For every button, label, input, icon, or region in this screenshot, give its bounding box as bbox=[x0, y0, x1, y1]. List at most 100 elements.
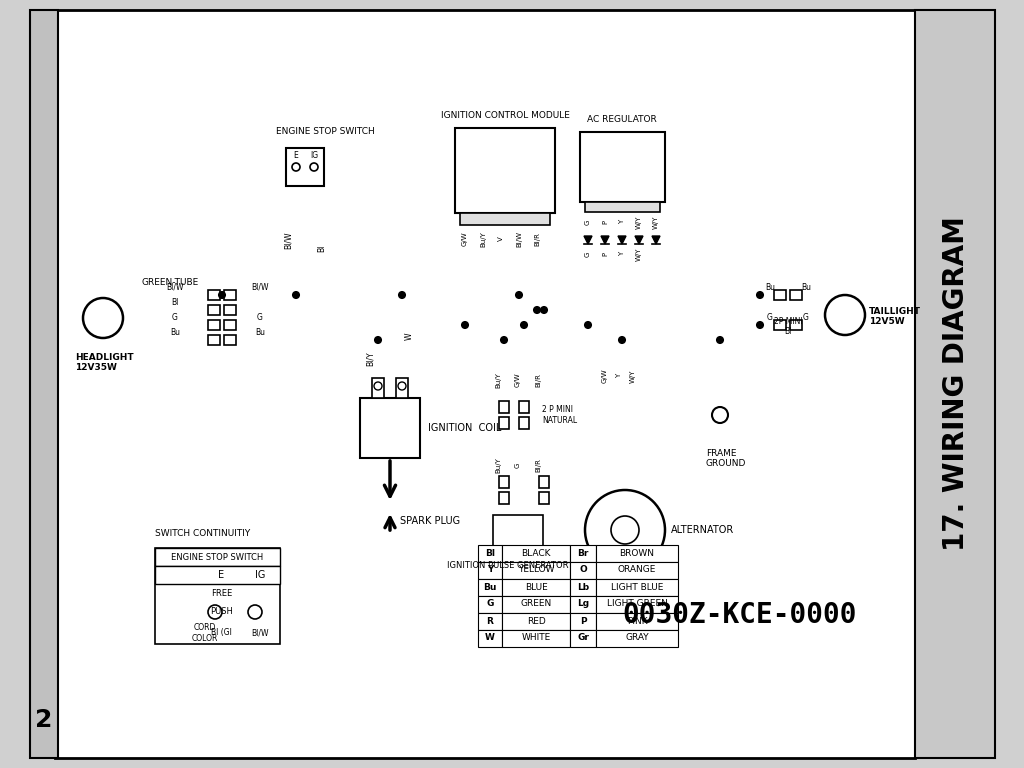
Text: Bu: Bu bbox=[255, 328, 265, 337]
Text: Bl: Bl bbox=[485, 548, 495, 558]
Text: O: O bbox=[580, 565, 587, 574]
Text: SWITCH CONTINUITIY: SWITCH CONTINUITIY bbox=[155, 529, 250, 538]
Bar bbox=[478, 613, 502, 630]
Text: FREE: FREE bbox=[211, 588, 232, 598]
Polygon shape bbox=[618, 236, 626, 244]
Text: Bl: Bl bbox=[171, 298, 178, 307]
Circle shape bbox=[208, 605, 222, 619]
Text: Lg: Lg bbox=[577, 600, 589, 608]
Text: SPARK PLUG: SPARK PLUG bbox=[400, 516, 460, 526]
Text: W/Y: W/Y bbox=[636, 247, 642, 261]
Text: 2 P MINI
NATURAL: 2 P MINI NATURAL bbox=[542, 406, 578, 425]
Text: G: G bbox=[767, 313, 773, 322]
Circle shape bbox=[712, 407, 728, 423]
Text: BLACK: BLACK bbox=[521, 548, 551, 558]
Polygon shape bbox=[601, 236, 609, 244]
Text: Y: Y bbox=[618, 252, 625, 256]
Bar bbox=[460, 213, 550, 225]
Bar bbox=[155, 548, 280, 566]
Bar bbox=[585, 202, 660, 212]
Text: WHITE: WHITE bbox=[521, 634, 551, 643]
Text: ENGINE STOP SWITCH: ENGINE STOP SWITCH bbox=[276, 127, 375, 136]
Text: 0030Z-KCE-0000: 0030Z-KCE-0000 bbox=[623, 601, 857, 629]
Text: P: P bbox=[580, 617, 587, 625]
Bar bbox=[224, 290, 236, 300]
Text: Br: Br bbox=[578, 548, 589, 558]
Text: Bl/R: Bl/R bbox=[535, 458, 541, 472]
Bar bbox=[502, 596, 570, 613]
Bar bbox=[478, 630, 502, 647]
Text: G: G bbox=[585, 251, 591, 257]
Text: RED: RED bbox=[526, 617, 546, 625]
Text: Bl/W: Bl/W bbox=[284, 231, 293, 249]
Text: Bu: Bu bbox=[170, 328, 180, 337]
Text: PINK: PINK bbox=[627, 617, 647, 625]
Bar bbox=[360, 398, 420, 458]
Bar bbox=[774, 290, 786, 300]
Text: 17. WIRING DIAGRAM: 17. WIRING DIAGRAM bbox=[942, 217, 970, 551]
Text: IG: IG bbox=[255, 570, 265, 580]
Bar bbox=[502, 545, 570, 562]
Circle shape bbox=[375, 337, 381, 343]
Text: HEADLIGHT
12V35W: HEADLIGHT 12V35W bbox=[75, 353, 133, 372]
Bar bbox=[499, 401, 509, 413]
Circle shape bbox=[501, 337, 507, 343]
Bar bbox=[596, 545, 678, 562]
Bar bbox=[519, 401, 529, 413]
Bar bbox=[208, 290, 220, 300]
Bar bbox=[493, 515, 543, 555]
Text: W/Y: W/Y bbox=[653, 215, 659, 229]
Circle shape bbox=[534, 307, 540, 313]
Text: Bl/W: Bl/W bbox=[166, 283, 183, 292]
Text: G: G bbox=[257, 313, 263, 322]
Text: 2: 2 bbox=[35, 708, 52, 732]
Bar bbox=[570, 579, 596, 596]
Text: P: P bbox=[602, 252, 608, 256]
Text: Y: Y bbox=[618, 220, 625, 224]
Text: IGNITION  COIL: IGNITION COIL bbox=[428, 423, 502, 433]
Polygon shape bbox=[635, 236, 643, 244]
Circle shape bbox=[398, 382, 406, 390]
Text: G: G bbox=[515, 462, 521, 468]
Bar bbox=[774, 320, 786, 330]
Bar bbox=[596, 630, 678, 647]
Bar bbox=[478, 579, 502, 596]
Bar bbox=[502, 630, 570, 647]
Text: G/W: G/W bbox=[515, 372, 521, 387]
Bar bbox=[372, 378, 384, 398]
Text: G/W: G/W bbox=[462, 232, 468, 247]
Bar bbox=[478, 596, 502, 613]
Bar bbox=[502, 562, 570, 579]
Bar bbox=[30, 10, 58, 758]
Text: YELLOW: YELLOW bbox=[518, 565, 554, 574]
Text: Bl/R: Bl/R bbox=[535, 373, 541, 387]
Bar bbox=[55, 10, 915, 758]
Bar bbox=[155, 548, 280, 644]
Text: G: G bbox=[585, 220, 591, 225]
Bar bbox=[790, 320, 802, 330]
Bar bbox=[455, 128, 555, 213]
Bar bbox=[499, 492, 509, 504]
Circle shape bbox=[585, 322, 591, 328]
Circle shape bbox=[611, 516, 639, 544]
Text: Bl/W: Bl/W bbox=[516, 231, 522, 247]
Text: Bu/Y: Bu/Y bbox=[495, 372, 501, 388]
Text: G: G bbox=[803, 313, 809, 322]
Circle shape bbox=[248, 605, 262, 619]
Text: Bu: Bu bbox=[801, 283, 811, 292]
Text: R: R bbox=[486, 617, 494, 625]
Text: Bu/Y: Bu/Y bbox=[480, 231, 486, 247]
Text: G: G bbox=[172, 313, 178, 322]
Text: CORD
COLOR: CORD COLOR bbox=[191, 624, 218, 643]
Text: Bl (Gl: Bl (Gl bbox=[211, 628, 231, 637]
Text: GRAY: GRAY bbox=[626, 634, 649, 643]
Circle shape bbox=[825, 295, 865, 335]
Text: LIGHT BLUE: LIGHT BLUE bbox=[610, 582, 664, 591]
Bar bbox=[286, 148, 324, 186]
Bar bbox=[519, 417, 529, 429]
Bar bbox=[208, 320, 220, 330]
Circle shape bbox=[83, 298, 123, 338]
Text: Bu/Y: Bu/Y bbox=[495, 457, 501, 473]
Text: W/Y: W/Y bbox=[636, 215, 642, 229]
Bar bbox=[539, 492, 549, 504]
